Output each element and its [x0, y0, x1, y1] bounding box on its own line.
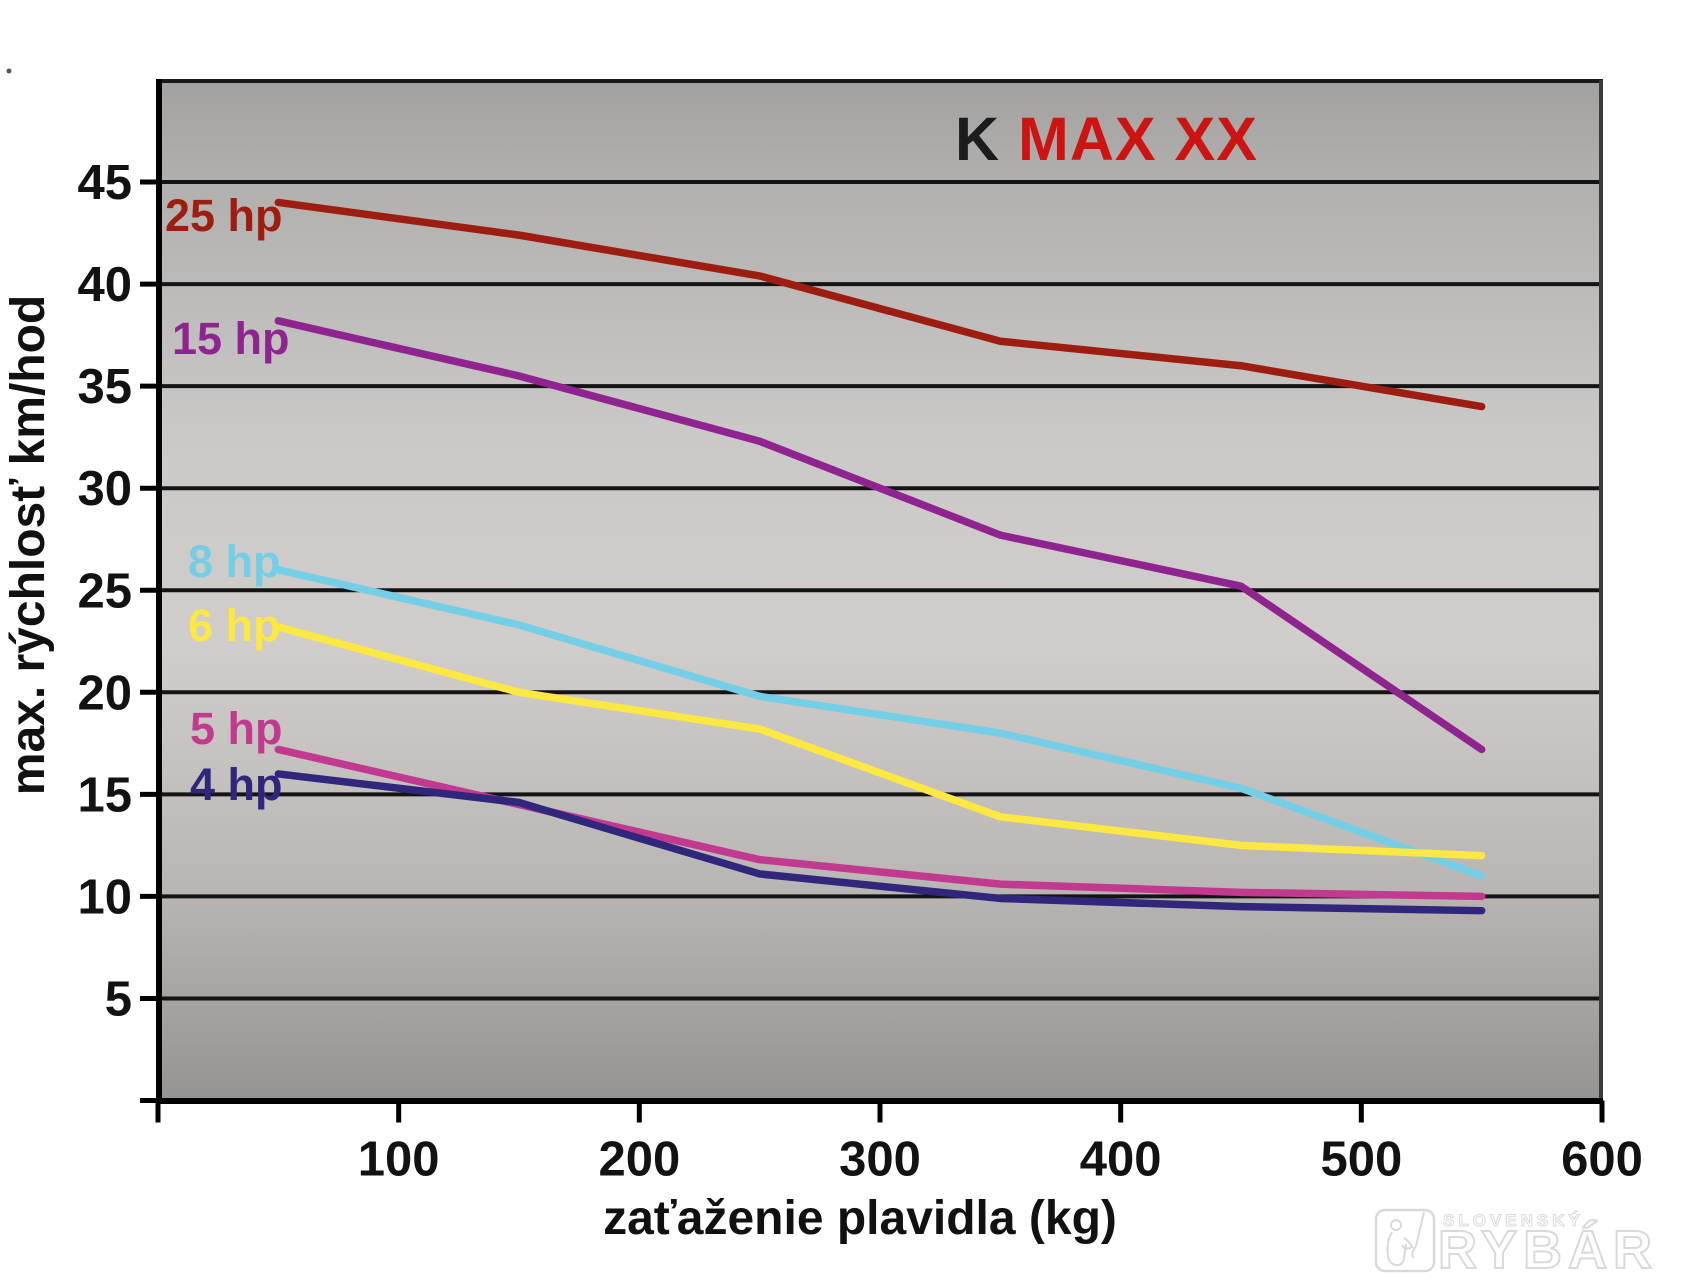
series-line-6hp [274, 623, 1486, 860]
chart-title: K MAX XX [955, 105, 1258, 173]
y-tick-label-20: 20 [77, 666, 132, 720]
watermark-bottom-text: RYBÁR [1438, 1220, 1658, 1280]
chart-title-rest: MAX XX [1018, 105, 1258, 173]
series-label-15hp: 15 hp [172, 313, 290, 364]
x-tick-label-300: 300 [839, 1133, 921, 1187]
tick-labels: 5 10 15 20 25 30 35 40 45 100 200 300 400 500 600 [77, 156, 1642, 1186]
x-tick-label-200: 200 [598, 1133, 680, 1187]
y-tick-label-15: 15 [77, 768, 132, 822]
watermark-top-text: SLOVENSKÝ [1443, 1211, 1584, 1230]
y-axis-title: max. rýchlosť km/hod [2, 295, 55, 795]
x-tick-label-100: 100 [358, 1133, 440, 1187]
y-tick-label-5: 5 [105, 972, 132, 1026]
x-axis-title: zaťaženie plavidla (kg) [603, 1192, 1117, 1245]
y-tick-label-40: 40 [77, 258, 132, 312]
y-tick-label-25: 25 [77, 564, 132, 618]
watermark: SLOVENSKÝ RYBÁR [1374, 1208, 1658, 1280]
x-tick-label-500: 500 [1320, 1133, 1402, 1187]
y-tick-label-30: 30 [77, 462, 132, 516]
y-tick-label-10: 10 [77, 870, 132, 924]
axis-ticks [140, 179, 1605, 1123]
x-tick-label-600: 600 [1561, 1133, 1643, 1187]
y-tick-label-35: 35 [77, 360, 132, 414]
series-label-6hp: 6 hp [188, 600, 281, 651]
series-label-25hp: 25 hp [165, 190, 283, 241]
series-label-4hp: 4 hp [190, 759, 283, 810]
artifact-dot [6, 68, 12, 74]
series-line-8hp [274, 566, 1486, 880]
watermark-logo-box [1374, 1208, 1436, 1273]
series-label-8hp: 8 hp [188, 536, 281, 587]
series-line-4hp [274, 770, 1486, 915]
y-tick-label-45: 45 [77, 156, 132, 210]
series-lines [274, 198, 1486, 915]
x-tick-label-400: 400 [1080, 1133, 1162, 1187]
series-labels: 25 hp 15 hp 8 hp 6 hp 5 hp4 hp [165, 190, 290, 810]
fisherman-icon [1386, 1211, 1425, 1267]
series-label-5hp: 5 hp [190, 703, 283, 754]
chart-title-prefix: K [955, 105, 1000, 173]
series-line-25hp [274, 198, 1486, 411]
series-line-15hp [274, 317, 1486, 754]
